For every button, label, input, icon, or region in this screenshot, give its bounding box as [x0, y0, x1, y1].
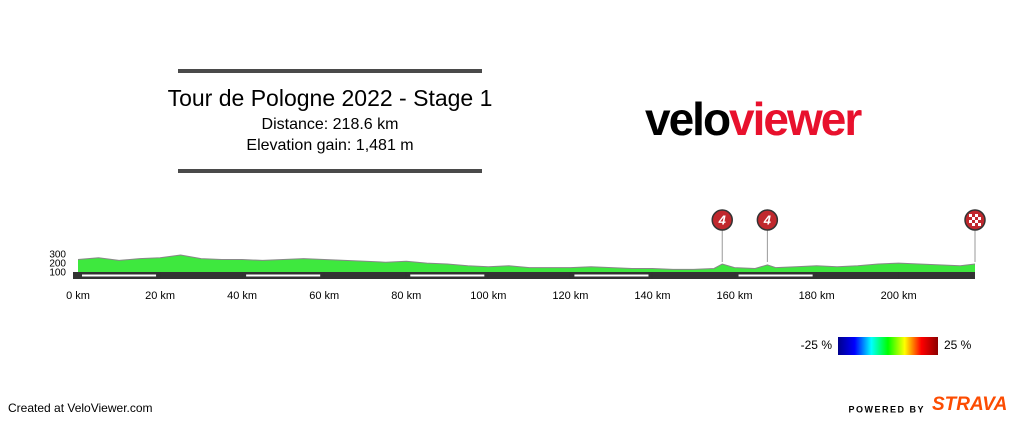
x-tick-label: 180 km	[799, 290, 835, 302]
subtitle: Elevation gain: 1,481 m	[246, 137, 413, 154]
logo: veloviewer	[645, 93, 862, 145]
x-tick-label: 140 km	[634, 290, 670, 302]
x-tick-label: 40 km	[227, 290, 257, 302]
subtitle: Distance: 218.6 km	[262, 116, 399, 133]
marker	[711, 209, 733, 231]
x-tick-label: 160 km	[717, 290, 753, 302]
marker	[756, 209, 779, 231]
chart-title: Tour de Pologne 2022 - Stage 1	[168, 85, 493, 111]
x-tick-label: 20 km	[145, 290, 175, 302]
x-tick-label: 120 km	[552, 290, 588, 302]
flag-square	[972, 223, 975, 226]
flag-square	[972, 217, 975, 220]
flag-square	[975, 214, 978, 217]
flag-square	[969, 214, 972, 217]
powered-by: POWERED BY	[848, 404, 925, 414]
credit: Created at VeloViewer.com	[8, 401, 153, 415]
logo-part: viewer	[729, 93, 862, 145]
title-rule	[178, 69, 482, 73]
y-tick-label: 200	[49, 259, 66, 270]
strava: STRAVA	[932, 394, 1007, 415]
axis-dash	[738, 274, 813, 277]
x-tick-label: 80 km	[391, 290, 421, 302]
logo-part: velo	[645, 93, 730, 145]
y-tick-label: 100	[49, 268, 66, 279]
axis-dash	[574, 274, 649, 277]
flag-square	[978, 223, 981, 226]
x-tick-label: 200 km	[881, 290, 917, 302]
title-rule	[178, 169, 482, 173]
elevation-line	[77, 254, 976, 270]
gradient-legend	[838, 337, 938, 355]
flag-square	[969, 220, 972, 223]
axis-dash	[246, 274, 321, 277]
flag-square	[978, 217, 981, 220]
axis-dash	[410, 274, 485, 277]
marker-label: 4	[763, 212, 772, 227]
elevation-fill	[78, 255, 975, 272]
x-tick-label: 100 km	[470, 290, 506, 302]
gradient-label: 25 %	[944, 338, 972, 352]
axis-dash	[82, 274, 157, 277]
flag-square	[975, 220, 978, 223]
marker-label: 4	[718, 212, 727, 227]
x-tick-label: 0 km	[66, 290, 90, 302]
x-tick-label: 60 km	[309, 290, 339, 302]
y-tick-label: 300	[49, 250, 66, 261]
gradient-label: -25 %	[801, 338, 833, 352]
axis-bar	[73, 272, 975, 279]
